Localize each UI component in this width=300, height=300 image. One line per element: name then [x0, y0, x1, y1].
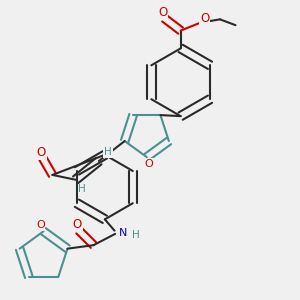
Text: N: N — [119, 228, 128, 238]
Text: O: O — [144, 158, 153, 169]
Text: O: O — [200, 12, 209, 25]
Text: O: O — [158, 6, 167, 19]
Text: H: H — [78, 184, 86, 194]
Text: H: H — [132, 230, 140, 240]
Text: O: O — [73, 218, 82, 231]
Text: H: H — [104, 147, 112, 157]
Text: O: O — [36, 220, 45, 230]
Text: O: O — [37, 146, 46, 159]
